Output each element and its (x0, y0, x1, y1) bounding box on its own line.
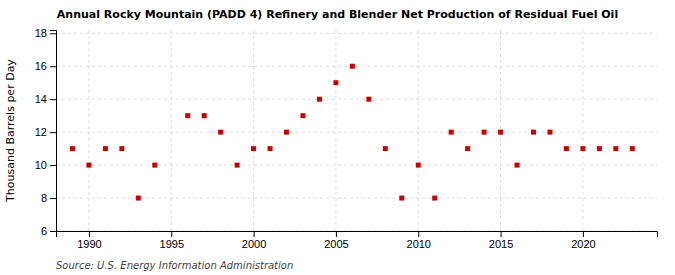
point (630, 146, 635, 151)
grid-line (56, 33, 657, 34)
tick-label: 18 (35, 27, 47, 39)
tick-mark (171, 231, 172, 237)
tick-label: 2010 (407, 238, 431, 250)
point (185, 113, 190, 118)
tick: 1995 (160, 231, 184, 250)
tick-label: 8 (41, 192, 47, 204)
axis-line (50, 31, 57, 232)
point (366, 97, 371, 102)
tick-mark (583, 231, 584, 237)
tick: 8 (41, 192, 56, 204)
tick: 16 (35, 60, 56, 72)
tick: 18 (35, 27, 56, 39)
point (580, 146, 585, 151)
point (300, 113, 305, 118)
tick-label: 6 (41, 225, 47, 237)
point (218, 130, 223, 135)
grid-line (88, 30, 89, 231)
tick: 2015 (489, 231, 513, 250)
tick-label: 2005 (324, 238, 348, 250)
point (399, 196, 404, 201)
tick-label: 1990 (77, 238, 101, 250)
grid-line (171, 30, 172, 231)
tick: 6 (41, 225, 56, 237)
grid-line (56, 165, 657, 166)
tick-mark (50, 99, 56, 100)
point (251, 146, 256, 151)
tick-mark (501, 231, 502, 237)
point (383, 146, 388, 151)
tick-mark (50, 231, 56, 232)
point (350, 64, 355, 69)
point (547, 130, 552, 135)
tick: 2000 (242, 231, 266, 250)
point (449, 130, 454, 135)
grid-line (418, 30, 419, 231)
point (498, 130, 503, 135)
grid (56, 30, 657, 231)
y-axis: 6 8 10 12 14 16 18 (35, 27, 57, 237)
tick-mark (89, 231, 90, 237)
grid-line (56, 66, 657, 67)
tick-label: 16 (35, 60, 47, 72)
chart: 1990 1995 2000 2005 2010 2015 2020 6 8 10 12 14 16 18… (0, 0, 675, 275)
point (136, 196, 141, 201)
point (86, 163, 91, 168)
grid-line (56, 99, 657, 100)
tick: 2010 (407, 231, 431, 250)
tick-mark (50, 33, 56, 34)
points (70, 64, 635, 201)
point (317, 97, 322, 102)
point (531, 130, 536, 135)
tick: 2005 (324, 231, 348, 250)
tick: 12 (35, 126, 56, 138)
grid-line (56, 198, 657, 199)
point (482, 130, 487, 135)
point (284, 130, 289, 135)
tick-mark (254, 231, 255, 237)
x-axis: 1990 1995 2000 2005 2010 2015 2020 (57, 231, 658, 250)
title: Annual Rocky Mountain (PADD 4) Refinery … (57, 8, 618, 21)
tick-label: 1995 (160, 238, 184, 250)
tick-label: 2000 (242, 238, 266, 250)
tick: 10 (35, 159, 56, 171)
tick: 2020 (571, 231, 595, 250)
point (152, 163, 157, 168)
tick-mark (336, 231, 337, 237)
tick-mark (418, 231, 419, 237)
tick-mark (50, 66, 56, 67)
point (235, 163, 240, 168)
point (564, 146, 569, 151)
tick: 14 (35, 93, 56, 105)
point (432, 196, 437, 201)
point (119, 146, 124, 151)
grid-line (335, 30, 336, 231)
tick-label: 12 (35, 126, 47, 138)
annotation: Source: U.S. Energy Information Administ… (56, 260, 293, 271)
tick: 1990 (77, 231, 101, 250)
plot-area: 1990 1995 2000 2005 2010 2015 2020 6 8 10 12 14 16 18 (35, 27, 658, 249)
axis-line (57, 232, 658, 238)
point (597, 146, 602, 151)
tick-label: 2015 (489, 238, 513, 250)
tick-label: 14 (35, 93, 47, 105)
grid-line (253, 30, 254, 231)
grid-line (582, 30, 583, 231)
point (613, 146, 618, 151)
point (268, 146, 273, 151)
tick-label: 10 (35, 159, 47, 171)
point (103, 146, 108, 151)
point (70, 146, 75, 151)
y-axis-title: Thousand Barrels per Day (4, 59, 17, 203)
grid-line (56, 132, 657, 133)
point (202, 113, 207, 118)
point (333, 80, 338, 85)
point (465, 146, 470, 151)
tick-mark (50, 198, 56, 199)
tick-mark (50, 165, 56, 166)
tick-label: 2020 (571, 238, 595, 250)
point (416, 163, 421, 168)
point (515, 163, 520, 168)
tick-mark (50, 132, 56, 133)
